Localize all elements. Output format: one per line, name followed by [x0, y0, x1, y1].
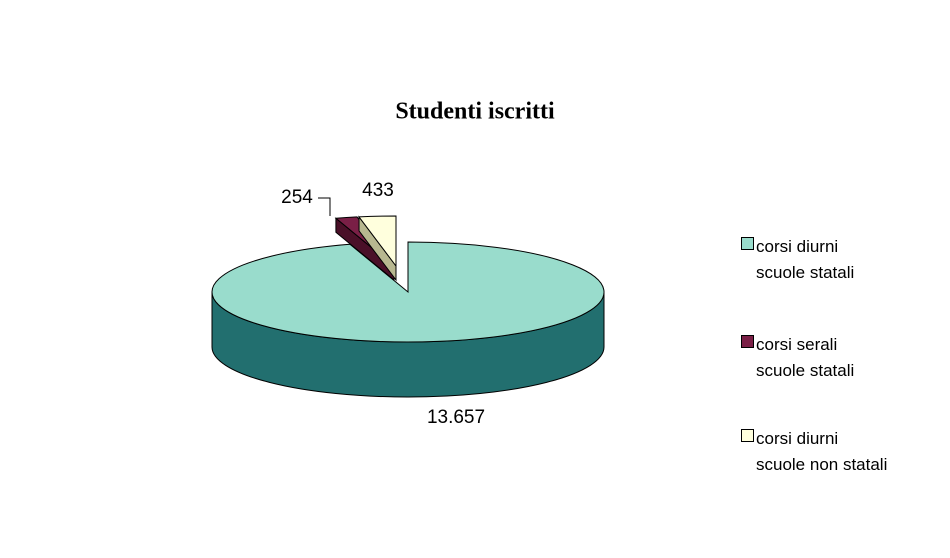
data-label: 433 [362, 180, 394, 201]
pie-slice [358, 215, 397, 268]
leader-line [318, 197, 331, 216]
data-label: 13.657 [427, 407, 485, 428]
legend-swatch [741, 335, 754, 348]
legend-swatch [741, 429, 754, 442]
legend-swatch [741, 237, 754, 250]
chart-title: Studenti iscritti [395, 99, 555, 125]
pie-slice [211, 241, 605, 343]
data-label: 254 [281, 187, 313, 208]
legend-label: corsi serali scuole statali [756, 335, 855, 380]
legend-label: corsi diurni scuole statali [756, 237, 855, 282]
legend-label: corsi diurni scuole non statali [756, 429, 888, 474]
